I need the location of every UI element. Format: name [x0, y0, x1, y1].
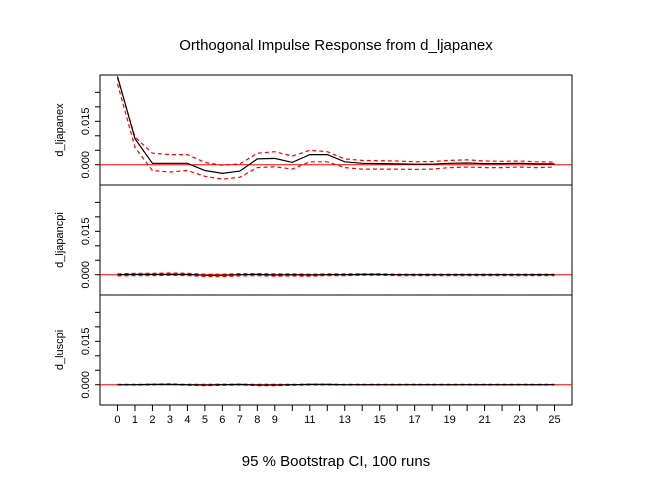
x-tick-label-5: 5 — [202, 414, 208, 426]
panel-1-frame — [99, 74, 573, 186]
chart-title: Orthogonal Impulse Response from d_ljapa… — [179, 37, 493, 54]
panel-3-y-tick-label-1: 0.015 — [80, 328, 92, 356]
panel-1-y-tick-label-0: 0.000 — [80, 151, 92, 179]
x-tick-label-1: 1 — [132, 414, 138, 426]
panel-1-y-tick-label-1: 0.015 — [80, 108, 92, 136]
x-tick-label-15: 21 — [478, 414, 490, 426]
panel-3-y-label: d_luscpi — [54, 330, 66, 370]
x-tick-label-2: 2 — [149, 414, 155, 426]
x-tick-label-8: 8 — [254, 414, 260, 426]
panel-2-lower-ci-line — [117, 274, 555, 278]
panel-2-y-tick-label-1: 0.015 — [80, 218, 92, 246]
x-tick-label-9: 9 — [272, 414, 278, 426]
x-tick-label-12: 15 — [374, 414, 386, 426]
x-tick-label-0: 0 — [114, 414, 120, 426]
x-tick-label-17: 25 — [548, 414, 560, 426]
x-tick-label-11: 13 — [339, 414, 351, 426]
panel-2-y-tick-label-0: 0.000 — [80, 261, 92, 289]
x-tick-label-14: 19 — [444, 414, 456, 426]
x-tick-label-7: 7 — [237, 414, 243, 426]
panel-3-y-tick-label-0: 0.000 — [80, 371, 92, 399]
x-tick-label-16: 23 — [513, 414, 525, 426]
panel-2-response-line — [117, 273, 555, 276]
x-axis-label: 95 % Bootstrap CI, 100 runs — [242, 453, 430, 470]
panel-2-y-label: d_ljapancpi — [54, 212, 66, 268]
x-tick-label-3: 3 — [167, 414, 173, 426]
x-tick-label-13: 17 — [409, 414, 421, 426]
x-tick-label-4: 4 — [184, 414, 190, 426]
panel-3-response-line — [117, 383, 555, 386]
panel-1-y-label: d_ljapanex — [54, 103, 66, 157]
panel-1-lower-ci-line — [116, 83, 555, 180]
x-tick-label-10: 11 — [304, 414, 315, 426]
panel-3-frame — [99, 294, 573, 406]
x-tick-label-6: 6 — [219, 414, 225, 426]
panel-2-frame — [99, 184, 573, 296]
panel-1-response-line — [116, 76, 555, 175]
panel-1-upper-ci-line — [116, 77, 555, 166]
